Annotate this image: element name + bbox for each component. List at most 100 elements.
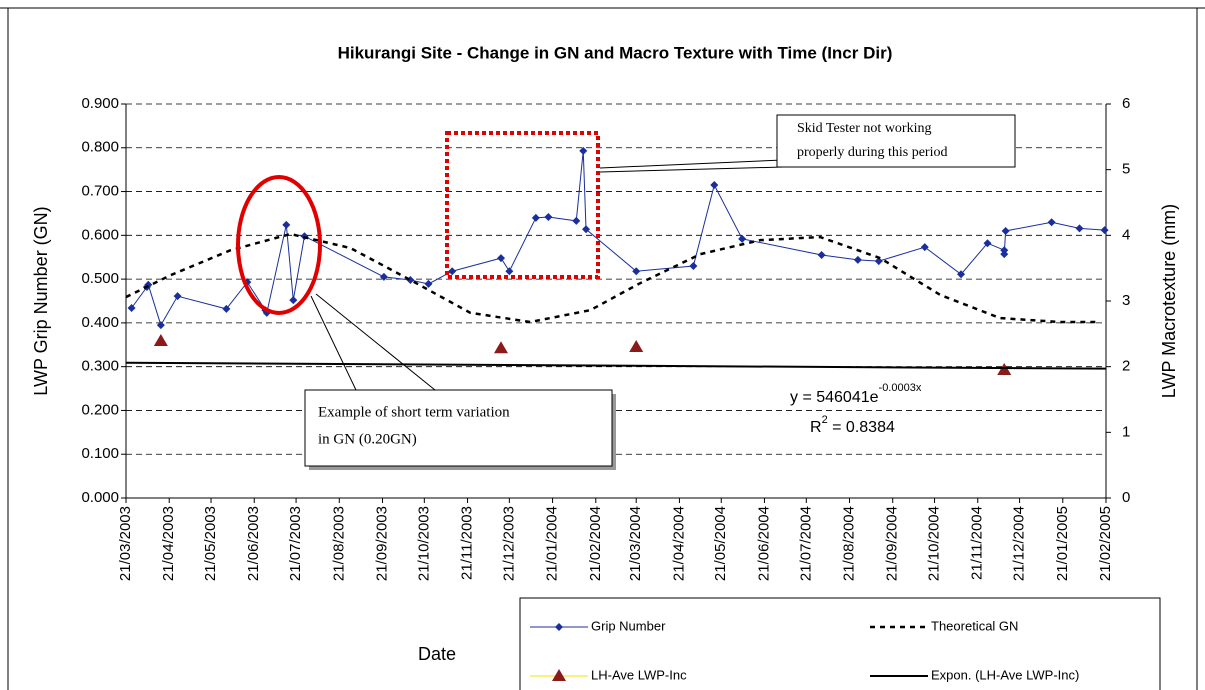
y2-tick-label: 6 xyxy=(1122,95,1130,112)
equation-base: y = 546041e xyxy=(790,389,879,406)
data-point xyxy=(629,339,644,352)
legend-marker xyxy=(552,669,566,681)
r-exponent: 2 xyxy=(822,414,828,426)
r-base: R xyxy=(810,419,822,436)
plot: 0.000 0.100 0.200 0.300 0.400 0.500 0.600 0.700… xyxy=(81,95,1130,581)
x-tick-label: 21/12/2003 xyxy=(500,506,517,581)
x-tick-label: 21/12/2004 xyxy=(1011,506,1028,581)
legend-label: Theoretical GN xyxy=(931,618,1018,633)
highlight-box xyxy=(445,131,600,279)
legend: Grip Number Theoretical GN LH-Ave LWP-Inc E… xyxy=(519,597,1161,690)
data-point xyxy=(582,225,591,234)
x-tick-label: 21/09/2004 xyxy=(884,506,901,581)
series-line xyxy=(125,232,1100,324)
callout-line xyxy=(315,293,436,391)
x-tick-label: 21/05/2004 xyxy=(712,506,729,581)
callout-box xyxy=(776,114,1016,168)
x-axis-label: Date xyxy=(418,644,456,664)
y-tick-label: 0.000 xyxy=(81,489,119,506)
y-tick-label: 0.900 xyxy=(81,95,119,112)
data-point xyxy=(1047,218,1056,227)
data-point xyxy=(983,239,992,248)
data-point xyxy=(572,216,581,225)
x-tick-label: 21/11/2003 xyxy=(459,506,476,580)
chart-title: Hikurangi Site - Change in GN and Macro … xyxy=(338,43,893,62)
x-tick-label: 21/05/2003 xyxy=(202,506,219,581)
annotation-text: properly during this period xyxy=(797,145,947,160)
data-point xyxy=(1100,226,1109,235)
y-tick-label: 0.500 xyxy=(81,270,119,287)
data-point xyxy=(156,321,165,330)
x-tick-label: 21/03/2003 xyxy=(117,506,134,581)
data-point xyxy=(738,234,747,243)
data-point xyxy=(531,213,540,222)
y2-tick-label: 5 xyxy=(1122,161,1130,178)
callout-box xyxy=(304,389,613,467)
highlight-ellipse xyxy=(236,175,322,315)
x-tick-label: 21/01/2004 xyxy=(544,506,561,581)
data-point xyxy=(282,220,291,229)
x-tick-label: 21/04/2004 xyxy=(670,506,687,581)
x-tick-label: 21/07/2004 xyxy=(797,506,814,581)
series-line xyxy=(125,361,1107,370)
annotation-text: Example of short term variation xyxy=(318,404,510,420)
x-tick-label: 21/11/2004 xyxy=(969,506,986,580)
data-point xyxy=(1075,224,1084,233)
y-tick-label: 0.600 xyxy=(81,226,119,243)
x-tick-label: 21/06/2004 xyxy=(755,506,772,581)
data-point xyxy=(874,257,883,266)
equation-exponent: -0.0003x xyxy=(879,382,922,394)
x-tick-label: 21/02/2004 xyxy=(587,506,604,581)
callout-line xyxy=(599,166,784,173)
legend-marker xyxy=(555,623,563,631)
annotation-text: Skid Tester not working xyxy=(797,121,931,136)
x-tick-label: 21/03/2004 xyxy=(627,506,644,581)
legend-label: Grip Number xyxy=(591,618,666,633)
callout-line xyxy=(599,159,784,169)
y-axis-label: LWP Grip Number (GN) xyxy=(31,206,51,395)
y-tick-label: 0.700 xyxy=(81,183,119,200)
data-point xyxy=(1000,250,1009,259)
data-point xyxy=(579,146,588,155)
x-tick-label: 21/06/2003 xyxy=(245,506,262,581)
y2-tick-label: 4 xyxy=(1122,226,1130,243)
x-tick-label: 21/04/2003 xyxy=(160,506,177,581)
y-tick-label: 0.200 xyxy=(81,401,119,418)
data-point xyxy=(853,255,862,264)
y2-tick-label: 3 xyxy=(1122,292,1130,309)
data-point xyxy=(496,254,505,263)
data-point xyxy=(632,267,641,276)
x-tick-label: 21/08/2004 xyxy=(840,506,857,581)
y2-tick-label: 1 xyxy=(1122,423,1130,440)
data-point xyxy=(173,292,182,301)
data-point xyxy=(289,296,298,305)
x-tick-label: 21/10/2003 xyxy=(415,506,432,581)
legend-box xyxy=(519,597,1161,690)
y2-tick-label: 0 xyxy=(1122,489,1130,506)
data-point xyxy=(957,270,966,279)
data-point xyxy=(505,267,514,276)
r-squared: R2 = 0.8384 xyxy=(810,414,895,436)
x-tick-label: 21/09/2003 xyxy=(373,506,390,581)
y2-tick-label: 2 xyxy=(1122,358,1130,375)
x-tick-label: 21/02/2005 xyxy=(1097,506,1114,581)
data-point xyxy=(1001,226,1010,235)
data-point xyxy=(817,251,826,260)
trend-equation: y = 546041e-0.0003x xyxy=(790,382,922,406)
x-tick-label: 21/01/2005 xyxy=(1054,506,1071,581)
callout-line xyxy=(310,295,357,391)
x-tick-label: 21/10/2004 xyxy=(926,506,943,581)
data-point xyxy=(493,341,508,354)
y2-axis-label: LWP Macrotexture (mm) xyxy=(1159,204,1179,398)
annotation-text: in GN (0.20GN) xyxy=(318,431,417,447)
data-point xyxy=(127,304,136,313)
x-tick-label: 21/08/2003 xyxy=(330,506,347,581)
data-point xyxy=(448,267,457,276)
y-tick-label: 0.300 xyxy=(81,358,119,375)
y-tick-label: 0.800 xyxy=(81,139,119,156)
r-value: = 0.8384 xyxy=(828,419,895,436)
data-point xyxy=(153,334,168,347)
data-point xyxy=(920,243,929,252)
